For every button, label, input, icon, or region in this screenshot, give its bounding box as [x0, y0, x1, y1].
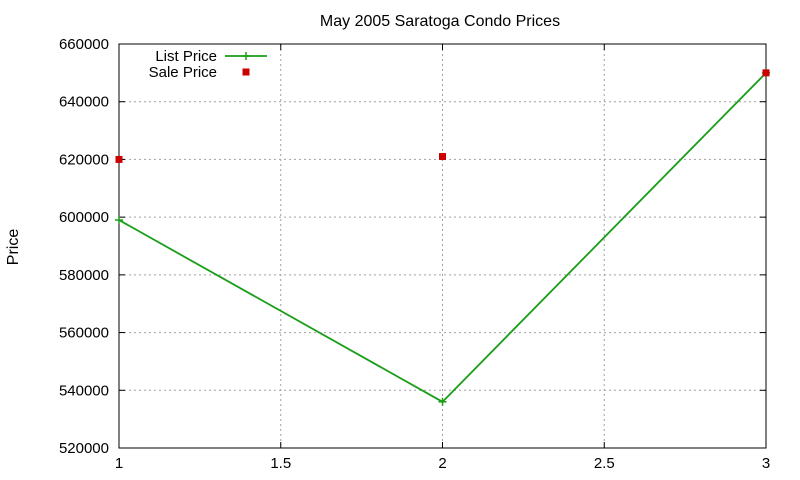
- legend-label-list-price: List Price: [155, 48, 217, 65]
- y-tick-label: 580000: [59, 267, 109, 284]
- x-tick-label: 1: [115, 455, 123, 472]
- x-tick-label: 2: [438, 455, 446, 472]
- grid: [119, 44, 766, 448]
- y-tick-label: 600000: [59, 209, 109, 226]
- y-axis-label: Price: [5, 229, 22, 266]
- list-price-point: [115, 216, 123, 225]
- y-tick-label: 620000: [59, 151, 109, 168]
- legend-marker-list-price: [242, 52, 250, 60]
- x-tick-label: 1.5: [270, 455, 291, 472]
- list-price-line: [118, 72, 767, 403]
- sale-price-point: [762, 69, 770, 77]
- sale-price-point: [439, 153, 446, 161]
- axis-ticks: 520000 540000 560000 580000 600000 620000 6400…: [59, 36, 770, 472]
- x-tick-label: 3: [762, 455, 770, 472]
- y-tick-label: 660000: [59, 36, 109, 53]
- y-tick-label: 540000: [59, 382, 109, 399]
- y-tick-label: 520000: [59, 440, 109, 457]
- sale-price-point: [115, 155, 123, 163]
- y-tick-label: 640000: [59, 94, 109, 111]
- plot-area-border: [118, 43, 767, 449]
- y-tick-label: 560000: [59, 325, 109, 342]
- x-tick-label: 2.5: [594, 455, 615, 472]
- series: [115, 68, 770, 406]
- chart-title: May 2005 Saratoga Condo Prices: [320, 13, 560, 30]
- legend-label-sale-price: Sale Price: [149, 64, 217, 81]
- list-price-point: [438, 397, 447, 406]
- legend-marker-sale-price: [242, 68, 250, 76]
